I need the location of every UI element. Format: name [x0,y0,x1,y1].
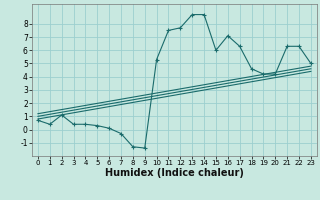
X-axis label: Humidex (Indice chaleur): Humidex (Indice chaleur) [105,168,244,178]
